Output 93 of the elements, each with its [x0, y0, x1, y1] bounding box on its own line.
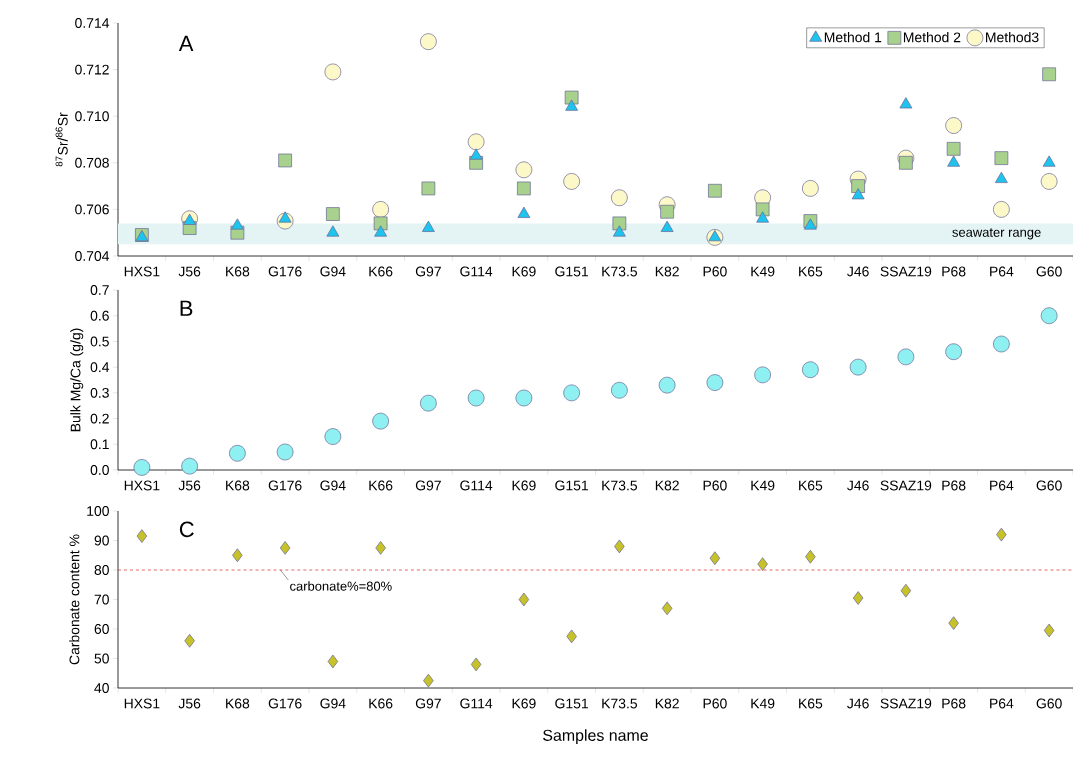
x-tick-label: K82 — [655, 698, 679, 709]
x-tick-label: G114 — [460, 698, 493, 709]
y-tick-label: 0.5 — [90, 336, 109, 347]
x-tick-label: K82 — [655, 480, 679, 491]
y-tick-label: 0.710 — [75, 111, 109, 122]
y-tick-label: 80 — [94, 565, 109, 575]
x-tick-label: K49 — [751, 480, 775, 491]
x-tick-label: J46 — [847, 480, 869, 491]
x-tick-label: K82 — [655, 266, 679, 277]
x-tick-label: G114 — [460, 480, 493, 491]
y-tick-label: 0.712 — [75, 64, 109, 75]
x-tick-label: K68 — [226, 266, 250, 277]
x-tick-label: K66 — [369, 698, 393, 709]
x-tick-label: P64 — [990, 480, 1014, 491]
x-tick-label: P68 — [942, 480, 966, 491]
y-tick-label: 0.0 — [90, 465, 109, 475]
x-tick-label: J46 — [847, 266, 869, 277]
x-tick-label: G176 — [268, 266, 302, 277]
x-tick-label: G176 — [268, 698, 302, 709]
y-tick-label: 0.6 — [90, 310, 109, 321]
y-axis-title: Bulk Mg/Ca (g/g) — [70, 328, 84, 432]
x-tick-label: J56 — [178, 480, 201, 491]
x-tick-label: P64 — [990, 698, 1014, 709]
y-tick-label: 40 — [94, 683, 109, 693]
x-tick-label: K66 — [369, 266, 393, 277]
y-axis-title: Carbonate content % — [69, 534, 80, 665]
x-tick-label: G114 — [460, 266, 493, 277]
x-tick-label: K69 — [512, 480, 536, 491]
x-tick-label: K66 — [369, 480, 393, 491]
x-tick-label: SSAZ19 — [880, 698, 932, 709]
x-tick-label: K65 — [799, 698, 823, 709]
x-tick-label: K69 — [512, 266, 536, 277]
y-tick-label: 50 — [94, 653, 109, 664]
x-tick-label: J56 — [178, 266, 201, 277]
y-tick-label: 60 — [94, 624, 109, 634]
x-tick-label: G94 — [320, 266, 346, 277]
y-tick-label: 0.7 — [90, 285, 109, 295]
x-tick-label: K49 — [751, 266, 775, 277]
x-tick-label: K73.5 — [602, 266, 638, 277]
x-tick-label: HXS1 — [124, 266, 160, 277]
x-tick-label: P68 — [942, 698, 966, 709]
x-tick-label: SSAZ19 — [880, 480, 932, 491]
x-tick-label: K65 — [799, 266, 823, 277]
x-tick-label: SSAZ19 — [880, 266, 932, 277]
annotation: C — [179, 521, 194, 538]
x-tick-label: P68 — [942, 266, 966, 277]
x-axis-title: Samples name — [543, 729, 648, 745]
x-tick-label: G151 — [555, 698, 589, 709]
x-tick-label: G97 — [415, 266, 441, 277]
ref-line-label: carbonate%=80% — [290, 581, 392, 591]
x-tick-label: K73.5 — [602, 698, 638, 709]
x-tick-label: J56 — [178, 698, 201, 709]
y-tick-label: 0.4 — [90, 362, 110, 373]
x-tick-label: G60 — [1036, 266, 1062, 277]
legend-label: Method3 — [986, 32, 1039, 43]
x-tick-label: G97 — [415, 698, 441, 709]
y-tick-label: 100 — [87, 506, 109, 516]
band-label: seawater range — [952, 228, 1041, 240]
legend-label: Method 1 — [824, 32, 882, 43]
x-tick-label: G151 — [555, 266, 589, 277]
legend-label: Method 2 — [903, 32, 961, 43]
y-tick-label: 0.1 — [90, 439, 109, 450]
y-tick-label: 0.708 — [75, 157, 109, 168]
x-tick-label: K49 — [751, 698, 775, 709]
x-tick-label: HXS1 — [124, 698, 160, 709]
x-tick-label: G60 — [1036, 698, 1062, 709]
y-tick-label: 90 — [94, 535, 109, 546]
x-tick-label: G94 — [320, 698, 346, 709]
x-tick-label: P60 — [703, 266, 727, 277]
y-tick-label: 0.3 — [90, 387, 109, 398]
x-tick-label: P60 — [703, 480, 727, 491]
annotation: B — [180, 300, 193, 316]
x-tick-label: P64 — [990, 266, 1014, 277]
x-tick-label: K73.5 — [602, 480, 638, 491]
y-tick-label: 70 — [94, 594, 109, 605]
x-tick-label: K68 — [226, 480, 250, 491]
x-tick-label: P60 — [703, 698, 727, 709]
x-tick-label: G151 — [555, 480, 589, 491]
annotation: A — [178, 35, 194, 51]
x-tick-label: G60 — [1036, 480, 1062, 491]
x-tick-label: G97 — [415, 480, 441, 491]
x-tick-label: J46 — [847, 698, 869, 709]
x-tick-label: K65 — [799, 480, 823, 491]
y-axis-title: $^{87}$Sr/$^{86}$Sr — [55, 112, 68, 167]
x-tick-label: K68 — [226, 698, 250, 709]
x-tick-label: HXS1 — [124, 480, 160, 491]
x-tick-label: G94 — [320, 480, 346, 491]
y-tick-label: 0.704 — [75, 251, 110, 261]
y-tick-label: 0.714 — [75, 18, 110, 28]
x-tick-label: K69 — [512, 698, 536, 709]
x-tick-label: G176 — [268, 480, 302, 491]
y-tick-label: 0.2 — [90, 413, 109, 424]
y-tick-label: 0.706 — [75, 204, 109, 215]
